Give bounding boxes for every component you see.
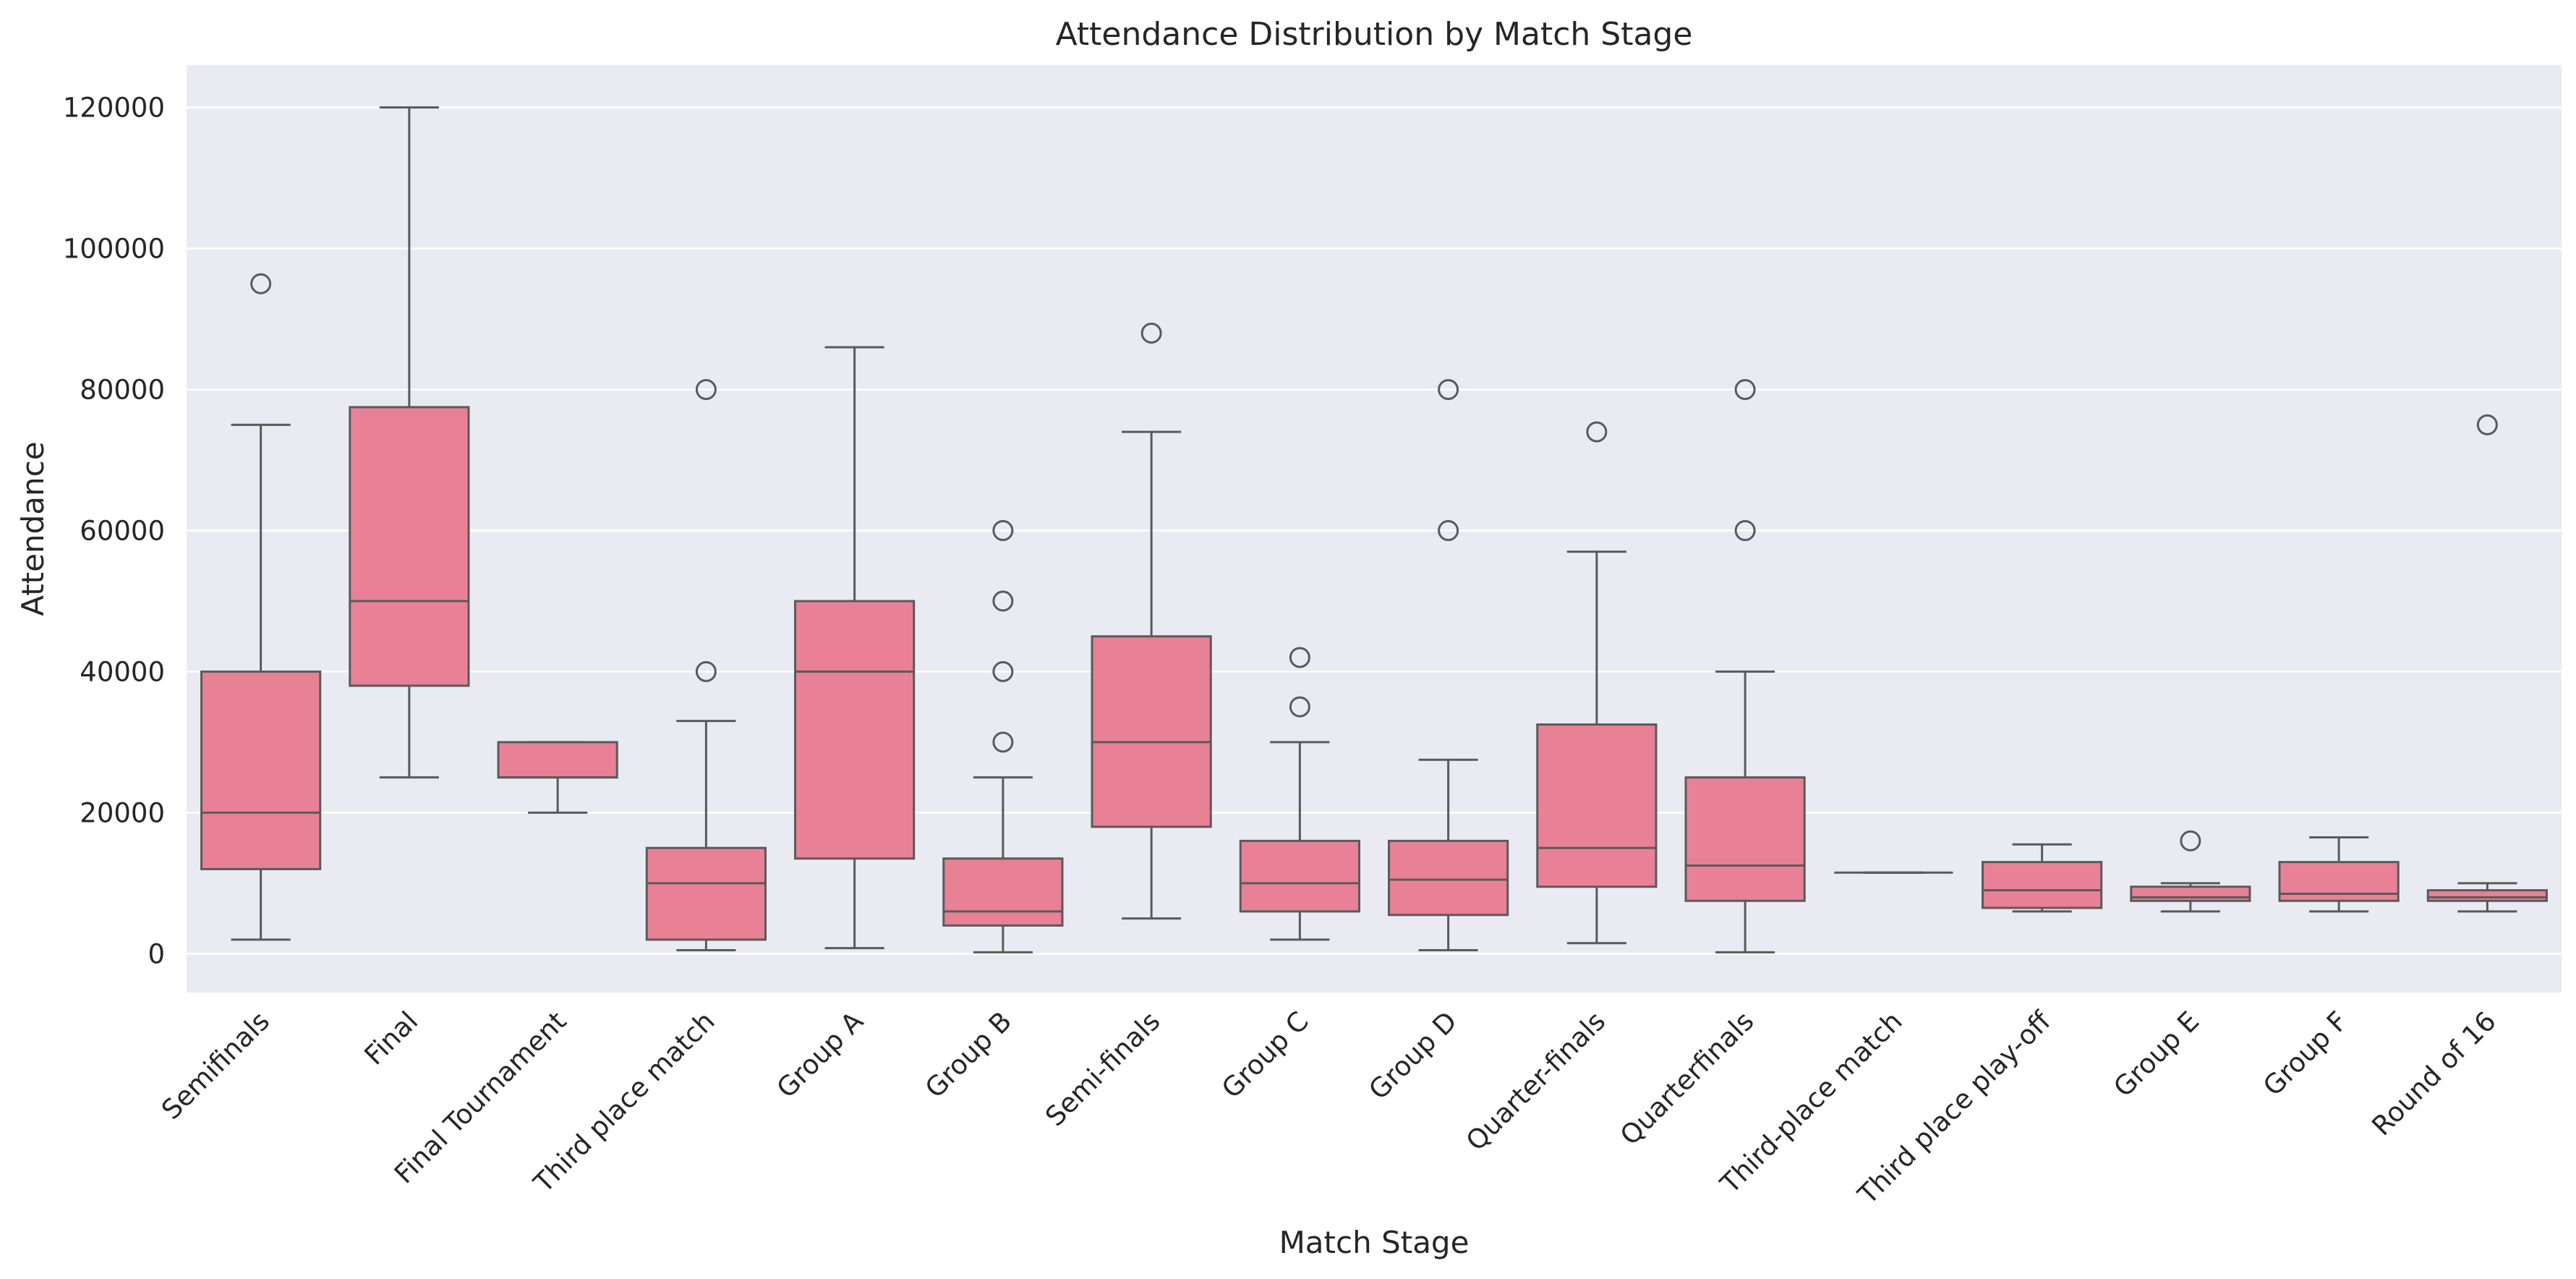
y-tick-label: 80000 [80, 374, 165, 405]
y-tick-label: 100000 [63, 233, 165, 264]
box-iqr [2426, 889, 2548, 902]
box-iqr [1091, 635, 1212, 828]
y-tick-label: 0 [148, 938, 165, 969]
x-tick-label: Round of 16 [2366, 1006, 2502, 1142]
box-group [1239, 647, 1360, 941]
y-tick-label: 120000 [63, 92, 165, 123]
outlier-point [1734, 378, 1756, 400]
outlier-point [1438, 378, 1459, 400]
box-iqr [645, 846, 767, 941]
box-group [1684, 378, 1806, 953]
y-tick-label: 60000 [80, 515, 165, 546]
box-iqr [1536, 723, 1658, 888]
x-tick-label: Group F [2257, 1006, 2353, 1102]
box-iqr [200, 670, 322, 870]
outlier-point [992, 519, 1014, 541]
outlier-point [1586, 421, 1608, 443]
y-axis-label: Attendance [15, 441, 51, 616]
box-group [2426, 414, 2548, 913]
outlier-point [2180, 830, 2201, 851]
box-iqr [794, 600, 916, 860]
outlier-point [695, 660, 717, 682]
x-tick-label: Group B [919, 1006, 1018, 1104]
x-tick-label: Semifinals [155, 1006, 276, 1126]
box-iqr [1388, 839, 1509, 917]
box-group [1388, 378, 1509, 952]
box-group [1091, 322, 1212, 920]
box-group [942, 519, 1064, 953]
outlier-point [250, 273, 272, 294]
box-group [200, 273, 322, 941]
box-iqr [1982, 861, 2103, 909]
box-layer [200, 106, 2548, 953]
x-tick-label: Semi-finals [1039, 1006, 1166, 1132]
outlier-point [1289, 647, 1310, 668]
box-group [349, 106, 470, 779]
box-iqr [1239, 839, 1360, 913]
y-tick-label: 20000 [80, 797, 165, 828]
outlier-point [695, 378, 717, 400]
x-tick-label: Quarterfinals [1614, 1006, 1760, 1151]
box-iqr [2130, 885, 2251, 902]
box-iqr [497, 741, 618, 779]
x-tick-label: Quarter-finals [1460, 1006, 1611, 1157]
outlier-point [992, 660, 1014, 682]
box-group [2130, 830, 2251, 913]
outlier-point [1140, 322, 1162, 344]
x-tick-label: Group E [2107, 1006, 2205, 1103]
x-tick-label: Final [359, 1006, 425, 1071]
box-group [1982, 843, 2103, 913]
x-axis-label: Match Stage [1279, 1225, 1470, 1260]
y-tick-label: 40000 [80, 656, 165, 687]
box-group [645, 378, 767, 952]
plot-area [187, 65, 2562, 993]
box-iqr [942, 857, 1064, 927]
box-iqr [1684, 776, 1806, 902]
outlier-point [2476, 414, 2498, 435]
outlier-point [992, 590, 1014, 612]
x-tick-label: Group C [1216, 1006, 1315, 1105]
box-group [2278, 836, 2400, 913]
y-axis-ticks: 0 20000 40000 60000 80000 100000 120000 [63, 92, 165, 969]
box-group [794, 346, 916, 950]
box-iqr [2278, 861, 2400, 902]
outlier-point [1289, 696, 1310, 718]
outlier-point [992, 731, 1014, 753]
box-iqr [349, 406, 470, 687]
x-tick-label: Group A [771, 1006, 869, 1104]
x-tick-label: Group D [1362, 1006, 1463, 1106]
outlier-point [1734, 519, 1756, 541]
box-group [497, 741, 618, 814]
chart-title: Attendance Distribution by Match Stage [1056, 16, 1693, 53]
outlier-point [1438, 519, 1459, 541]
box-group [1536, 421, 1658, 945]
